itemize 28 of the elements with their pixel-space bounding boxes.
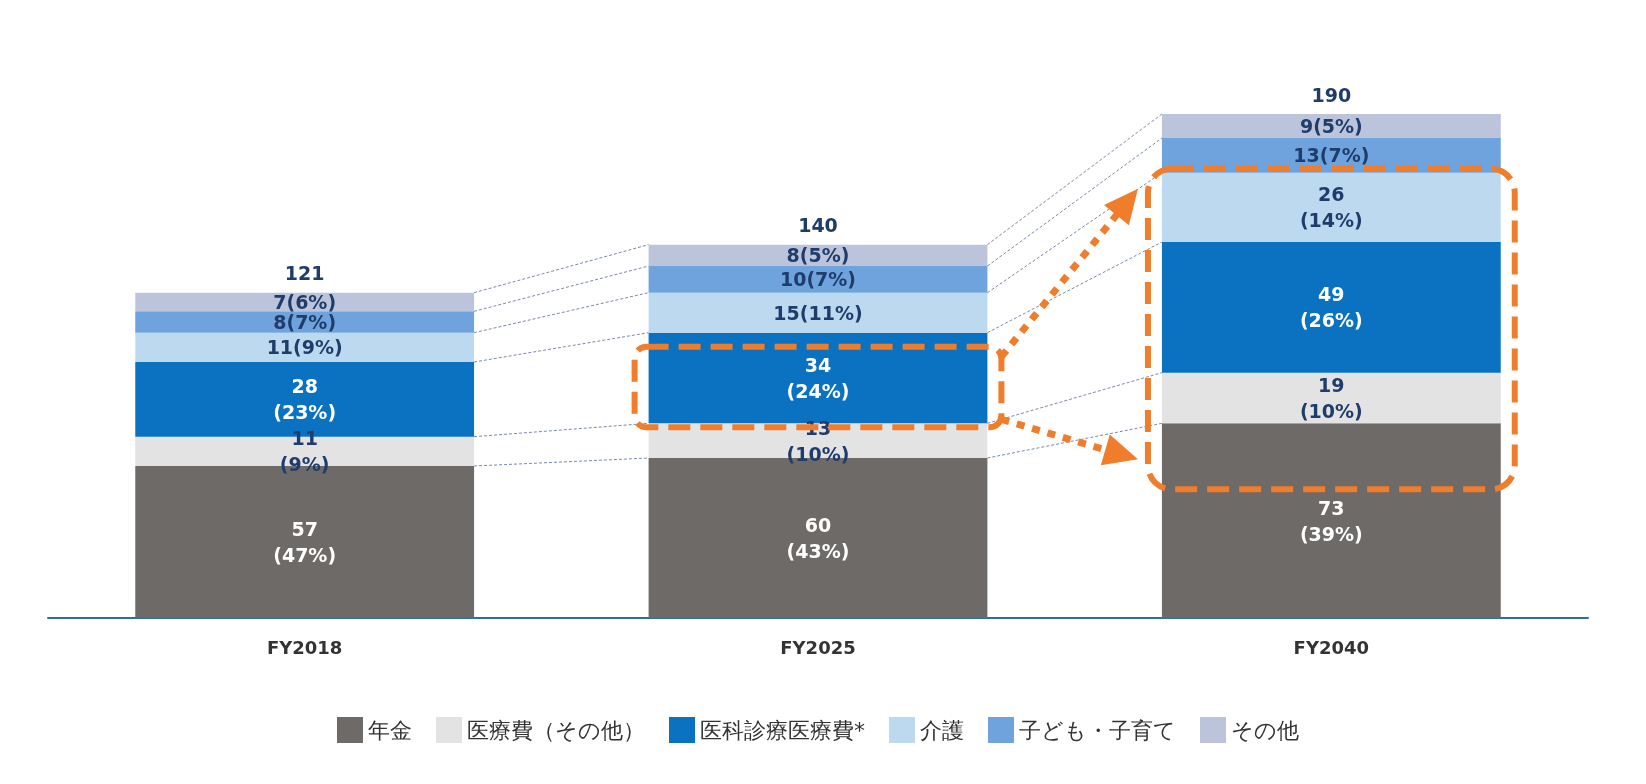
- legend-label: 年金: [368, 717, 412, 743]
- total-label: 121: [284, 262, 325, 285]
- data-label: 34 (24%): [786, 354, 850, 402]
- data-label: 49 (26%): [1299, 283, 1363, 332]
- total-label: 140: [798, 214, 838, 237]
- x-tick-label: FY2018: [266, 636, 343, 658]
- data-label: 11(9%): [266, 336, 343, 359]
- data-label: 26 (14%): [1299, 183, 1363, 232]
- data-label: 19 (10%): [1299, 374, 1363, 422]
- data-label: 8(7%): [273, 311, 337, 333]
- data-label: 28 (23%): [273, 375, 337, 424]
- total-label: 190: [1311, 83, 1352, 106]
- data-label: 73 (39%): [1299, 496, 1363, 545]
- legend-label: 介護: [920, 717, 964, 743]
- data-label: 8(5%): [786, 244, 850, 267]
- legend-label: その他: [1231, 717, 1299, 743]
- data-label: 10(7%): [779, 268, 857, 291]
- x-tick-label: FY2025: [780, 636, 856, 658]
- data-label: 9(5%): [1299, 115, 1363, 137]
- legend-label: 医科診療医療費*: [700, 717, 865, 743]
- data-label: 57 (47%): [273, 518, 337, 566]
- data-label: 15(11%): [773, 301, 863, 324]
- legend-label: 医療費（その他）: [467, 717, 645, 743]
- data-label: 7(6%): [273, 291, 337, 313]
- x-tick-label: FY2040: [1293, 636, 1370, 658]
- data-label: 60 (43%): [786, 514, 850, 562]
- legend-label: 子ども・子育て: [1019, 717, 1176, 743]
- data-label: 13(7%): [1293, 144, 1370, 167]
